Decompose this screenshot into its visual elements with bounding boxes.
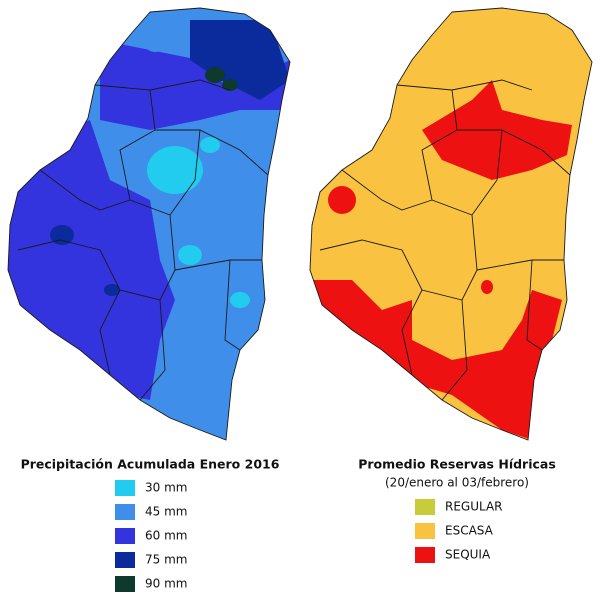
region-45 xyxy=(143,28,167,52)
legend-label: ESCASA xyxy=(445,524,494,538)
region-90 xyxy=(222,79,238,91)
legend-swatch xyxy=(415,547,435,563)
region-30 xyxy=(200,137,220,153)
legend-label: SEQUIA xyxy=(445,548,491,562)
legend-label: 60 mm xyxy=(145,529,187,543)
legend-swatch xyxy=(115,576,135,592)
region-30 xyxy=(178,245,202,265)
legend-swatch xyxy=(115,552,135,568)
left-title: Precipitación Acumulada Enero 2016 xyxy=(21,457,280,472)
region-75 xyxy=(190,20,290,100)
legends: 30 mm 45 mm 60 mm 75 mm 90 mm REGULAR ESCASA SE… xyxy=(115,480,503,592)
legend-label: REGULAR xyxy=(445,500,503,514)
region-sequia xyxy=(328,186,356,214)
legend-label: 75 mm xyxy=(145,553,187,567)
legend-swatch xyxy=(115,504,135,520)
region-sequia xyxy=(310,280,562,440)
region-30 xyxy=(230,292,250,308)
region-75 xyxy=(104,284,120,296)
region-75 xyxy=(50,225,74,245)
legend-swatch xyxy=(115,528,135,544)
legend-label: 30 mm xyxy=(145,481,187,495)
right-subtitle: (20/enero al 03/febrero) xyxy=(385,476,529,490)
legend-swatch xyxy=(415,523,435,539)
region-sequia xyxy=(481,280,493,294)
right-title: Promedio Reservas Hídricas xyxy=(358,457,556,472)
region-60 xyxy=(100,40,290,130)
left-map xyxy=(7,7,291,441)
region-30 xyxy=(147,146,203,194)
legend-swatch xyxy=(415,499,435,515)
legend-label: 90 mm xyxy=(145,577,187,591)
legend-label: 45 mm xyxy=(145,505,187,519)
legend-swatch xyxy=(115,480,135,496)
region-90 xyxy=(205,67,225,83)
right-map xyxy=(309,7,593,441)
